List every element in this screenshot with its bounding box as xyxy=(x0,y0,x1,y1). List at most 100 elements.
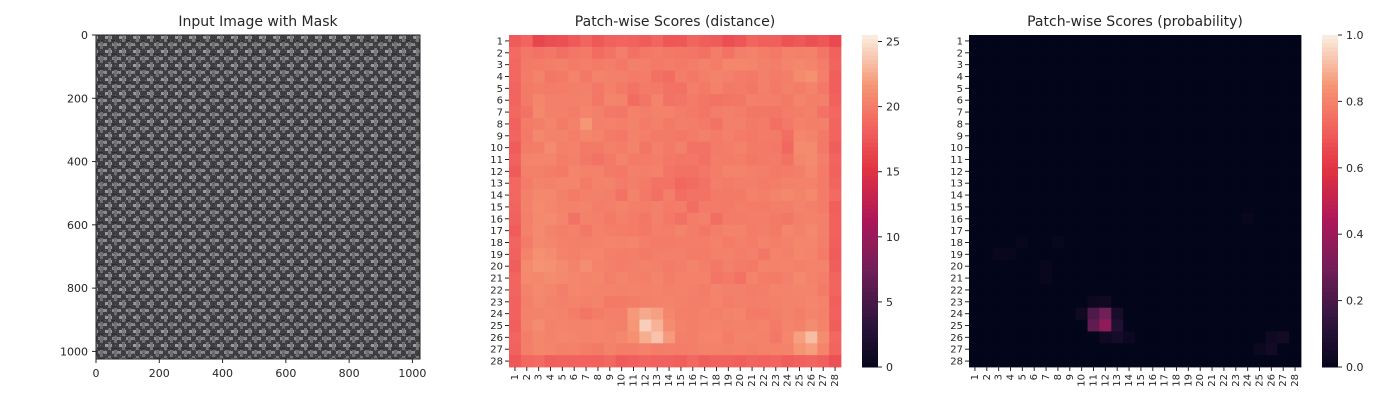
heatmap-cell xyxy=(1075,236,1088,249)
heatmap-cell xyxy=(580,58,593,71)
heatmap-cell xyxy=(1265,355,1278,368)
heatmap-cell xyxy=(758,118,771,131)
heatmap-cell xyxy=(1075,260,1088,273)
heatmap-cell xyxy=(544,58,557,71)
heatmap-cell xyxy=(1135,165,1148,178)
heatmap-cell xyxy=(769,212,783,226)
input-image-texture xyxy=(96,35,420,359)
heatmap-cell xyxy=(686,236,700,249)
heatmap-cell xyxy=(698,153,711,166)
heatmap-cell xyxy=(1123,307,1136,320)
heatmap-cell xyxy=(1277,284,1290,297)
heatmap-cell xyxy=(992,331,1005,344)
heatmap-cell xyxy=(710,165,723,178)
heatmap-cell xyxy=(746,248,759,261)
heatmap-cell xyxy=(710,189,723,202)
heatmap-cell xyxy=(1063,212,1077,226)
heatmap-cell xyxy=(1170,260,1183,273)
heatmap-cell xyxy=(1135,129,1148,143)
heatmap-cell xyxy=(1218,307,1231,320)
colorbar-segment xyxy=(1322,288,1338,293)
heatmap-cell xyxy=(615,343,628,356)
heatmap-cell xyxy=(1158,129,1171,143)
heatmap-cell xyxy=(1194,319,1207,332)
heatmap-cell xyxy=(556,189,569,202)
heatmap-cell xyxy=(1182,82,1195,95)
heatmap-cell xyxy=(1194,141,1207,154)
heatmap-y-tick-label: 2 xyxy=(957,48,963,59)
heatmap-cell xyxy=(615,129,628,143)
heatmap-cell xyxy=(758,46,771,60)
heatmap-y-tick-label: 18 xyxy=(950,238,963,249)
heatmap-x-tick-label: 21 xyxy=(747,374,758,387)
heatmap-cell xyxy=(992,319,1005,332)
heatmap-cell xyxy=(1135,355,1148,368)
heatmap-cell xyxy=(639,343,652,356)
heatmap-cell xyxy=(1063,106,1077,119)
heatmap-cell xyxy=(592,177,605,190)
colorbar-segment xyxy=(1322,163,1338,169)
heatmap-cell xyxy=(686,284,700,297)
heatmap-cell xyxy=(580,236,593,249)
heatmap-cell xyxy=(1052,82,1065,95)
heatmap-cell xyxy=(758,177,771,190)
heatmap-cell xyxy=(544,165,557,178)
heatmap-cell xyxy=(675,284,688,297)
heatmap-y-tick-label: 21 xyxy=(490,274,503,285)
heatmap-cell xyxy=(698,212,711,226)
heatmap-cell xyxy=(686,82,700,95)
heatmap-cell xyxy=(532,118,545,131)
heatmap-cell xyxy=(1229,82,1243,95)
heatmap-cell xyxy=(805,94,818,107)
heatmap-cell xyxy=(1028,70,1041,83)
heatmap-cell xyxy=(722,236,735,249)
heatmap-cell xyxy=(592,189,605,202)
heatmap-cell xyxy=(1289,94,1302,107)
heatmap-cell xyxy=(1052,165,1065,178)
heatmap-cell xyxy=(1075,307,1088,320)
heatmap-cell xyxy=(1241,201,1254,214)
heatmap-cell xyxy=(746,35,759,48)
heatmap-cell xyxy=(1063,118,1077,131)
heatmap-cell xyxy=(1253,106,1266,119)
heatmap-cell xyxy=(639,272,652,285)
heatmap-cell xyxy=(1241,106,1254,119)
heatmap-cell xyxy=(992,212,1005,226)
heatmap-cell xyxy=(1040,35,1053,48)
heatmap-cell xyxy=(1063,272,1077,285)
heatmap-cell xyxy=(568,106,581,119)
colorbar-segment xyxy=(1322,250,1338,256)
heatmap-cell xyxy=(1289,141,1302,154)
heatmap-cell xyxy=(603,118,617,131)
heatmap-cell xyxy=(1265,82,1278,95)
heatmap-cell xyxy=(817,82,830,95)
colorbar-segment xyxy=(862,279,878,285)
heatmap-cell xyxy=(980,355,994,368)
heatmap-cell xyxy=(1099,177,1112,190)
heatmap-cell xyxy=(1265,94,1278,107)
heatmap-cell xyxy=(1253,260,1266,273)
heatmap-cell xyxy=(734,331,747,344)
heatmap-cell xyxy=(1146,355,1160,368)
heatmap-cell xyxy=(1182,94,1195,107)
heatmap-cell xyxy=(1218,177,1231,190)
heatmap-cell xyxy=(746,94,759,107)
heatmap-cell xyxy=(663,307,676,320)
heatmap-cell xyxy=(805,295,818,309)
heatmap-cell xyxy=(969,177,982,190)
heatmap-cell xyxy=(1218,272,1231,285)
panel1-y-tick-label: 1000 xyxy=(60,345,88,358)
heatmap-cell xyxy=(520,106,534,119)
heatmap-cell xyxy=(1016,331,1029,344)
heatmap-cell xyxy=(1087,94,1100,107)
heatmap-cell xyxy=(734,284,747,297)
heatmap-cell xyxy=(722,106,735,119)
heatmap-cell xyxy=(969,248,982,261)
heatmap-cell xyxy=(580,331,593,344)
heatmap-cell xyxy=(1040,224,1053,237)
heatmap-cell xyxy=(556,331,569,344)
heatmap-cell xyxy=(532,129,545,143)
heatmap-cell xyxy=(1289,295,1302,309)
heatmap-cell xyxy=(1063,82,1077,95)
